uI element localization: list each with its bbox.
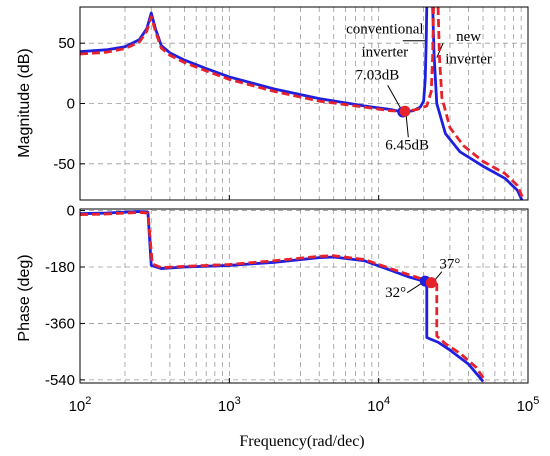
magnitude-y-ticks: 50 0 -50 — [53, 35, 85, 173]
series-line-new — [80, 7, 435, 113]
x-tick-labels: 102 103 104 105 — [69, 195, 540, 415]
annotations: conventional inverter new inverter 7.03dB 6.4… — [346, 22, 492, 301]
y-tick-label: 0 — [67, 96, 75, 113]
marker-new — [399, 105, 411, 117]
annotation-label: 7.03dB — [355, 67, 399, 83]
series-line-new — [436, 7, 526, 200]
phase-series — [80, 210, 487, 383]
magnitude-series — [80, 7, 526, 200]
annotation-label: new — [456, 29, 481, 45]
x-tick-label: 104 — [367, 395, 390, 415]
y-tick-label: 0 — [67, 203, 75, 220]
phase-y-ticks: 0 -180 -360 -540 — [45, 203, 85, 389]
x-tick-label: 105 — [517, 395, 540, 415]
x-axis-label: Frequency(rad/dec) — [239, 433, 364, 450]
panel-frame — [79, 208, 529, 384]
annotation-label: 37° — [439, 257, 460, 273]
magnitude-y-axis-label: Magnitude (dB) — [16, 48, 33, 157]
annotation-label: inverter — [445, 52, 492, 68]
y-tick-label: -360 — [45, 315, 75, 332]
series-line-conventional — [80, 210, 485, 383]
phase-y-axis-label: Phase (deg) — [16, 254, 33, 341]
y-tick-label: -180 — [45, 259, 75, 276]
y-tick-label: -50 — [53, 156, 75, 173]
magnitude-grid — [80, 7, 528, 200]
annotation-label: 32° — [385, 285, 406, 301]
annotation-label: inverter — [362, 44, 409, 60]
series-line-new — [80, 211, 487, 383]
x-tick-label: 103 — [218, 395, 241, 415]
phase-frame — [79, 208, 529, 384]
y-tick-label: 50 — [58, 35, 75, 52]
y-tick-label: -540 — [45, 372, 75, 389]
annotation-label: 6.45dB — [385, 137, 429, 153]
marker-new — [425, 277, 437, 289]
series-line-conventional — [431, 7, 524, 200]
magnitude-markers — [397, 105, 411, 118]
x-tick-label: 102 — [69, 395, 92, 415]
phase-markers — [419, 275, 437, 289]
annotation-label: conventional — [346, 22, 423, 38]
